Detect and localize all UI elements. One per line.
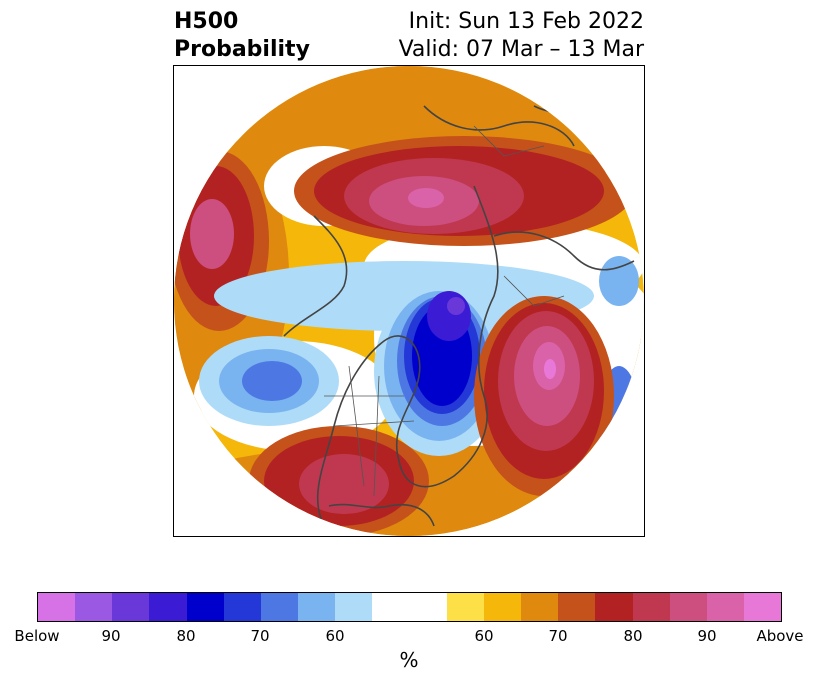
colorbar-unit-label: %: [399, 648, 419, 672]
colorbar: [37, 592, 782, 622]
colorbar-swatch: [669, 593, 707, 621]
colorbar-swatch: [260, 593, 299, 621]
colorbar-swatch: [298, 593, 336, 621]
valid-range: Valid: 07 Mar – 13 Mar: [398, 37, 644, 62]
colorbar-swatch: [186, 593, 224, 621]
probability-field: [174, 66, 644, 536]
tick-label: Above: [756, 627, 804, 645]
colorbar-swatch: [483, 593, 522, 621]
colorbar-swatch: [446, 593, 484, 621]
title-right: Init: Sun 13 Feb 2022 Valid: 07 Mar – 13…: [399, 8, 644, 64]
colorbar-swatch: [521, 593, 559, 621]
tick-label: 60: [325, 627, 345, 645]
borders: [324, 125, 565, 497]
colorbar-swatch: [372, 593, 410, 621]
map-panel: [173, 65, 645, 537]
tick-label: 80: [623, 627, 643, 645]
title-left: H500 Probability: [174, 8, 310, 64]
colorbar-swatch: [706, 593, 744, 621]
colorbar-swatch: [632, 593, 670, 621]
colorbar-swatch: [335, 593, 373, 621]
colorbar-swatch: [75, 593, 113, 621]
tick-label: 80: [176, 627, 196, 645]
colorbar-swatch: [149, 593, 187, 621]
colorbar-swatch: [409, 593, 447, 621]
tick-label: 90: [697, 627, 717, 645]
tick-label: 70: [548, 627, 568, 645]
tick-label: 60: [474, 627, 494, 645]
colorbar-swatch: [595, 593, 633, 621]
colorbar-swatch: [38, 593, 76, 621]
title-variable: H500: [174, 9, 239, 34]
colorbar-swatch: [223, 593, 261, 621]
tick-label: 90: [101, 627, 121, 645]
colorbar-swatch: [558, 593, 596, 621]
colorbar-swatch: [112, 593, 150, 621]
colorbar-swatch: [743, 593, 782, 621]
coastlines: [283, 105, 635, 527]
init-date: Init: Sun 13 Feb 2022: [408, 9, 644, 34]
probability-map: [174, 66, 644, 536]
tick-label: Below: [14, 627, 60, 645]
title-product: Probability: [174, 37, 310, 62]
tick-label: 70: [250, 627, 270, 645]
